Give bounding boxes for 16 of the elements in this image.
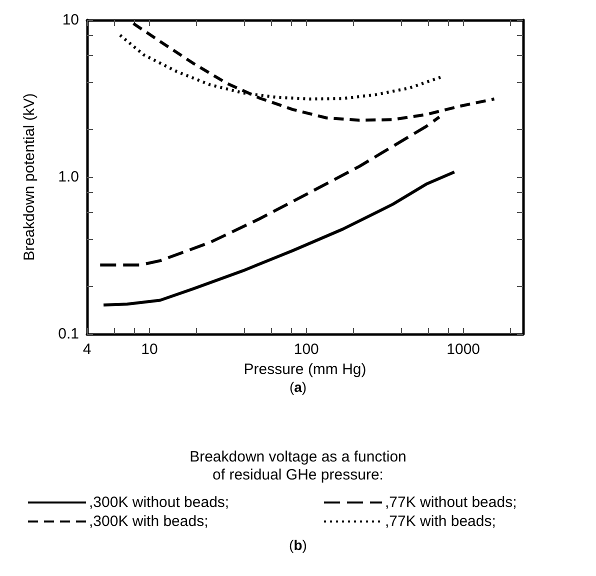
x-axis-title: Pressure (mm Hg) <box>244 361 366 378</box>
legend-label: ,300K with beads; <box>89 513 208 530</box>
legend-label: ,77K without beads; <box>385 494 517 511</box>
text: (b) <box>289 537 307 553</box>
legend-title: Breakdown voltage as a function of residual GHe pressure: <box>190 448 406 484</box>
x-tick-label: 100 <box>294 341 319 358</box>
y-tick-label: 10 <box>62 12 79 28</box>
y-tick-label: 0.1 <box>58 326 79 342</box>
y-axis-title: Breakdown potential (kV) <box>21 93 38 261</box>
legend-label: ,77K with beads; <box>385 513 496 530</box>
x-tick-label: 4 <box>82 341 92 358</box>
y-tick-label: 1.0 <box>58 168 79 186</box>
x-tick-label: 10 <box>141 341 158 358</box>
x-tick-label: 1000 <box>446 341 480 358</box>
legend-label: ,300K without beads; <box>89 494 230 511</box>
text: (a) <box>289 379 307 395</box>
